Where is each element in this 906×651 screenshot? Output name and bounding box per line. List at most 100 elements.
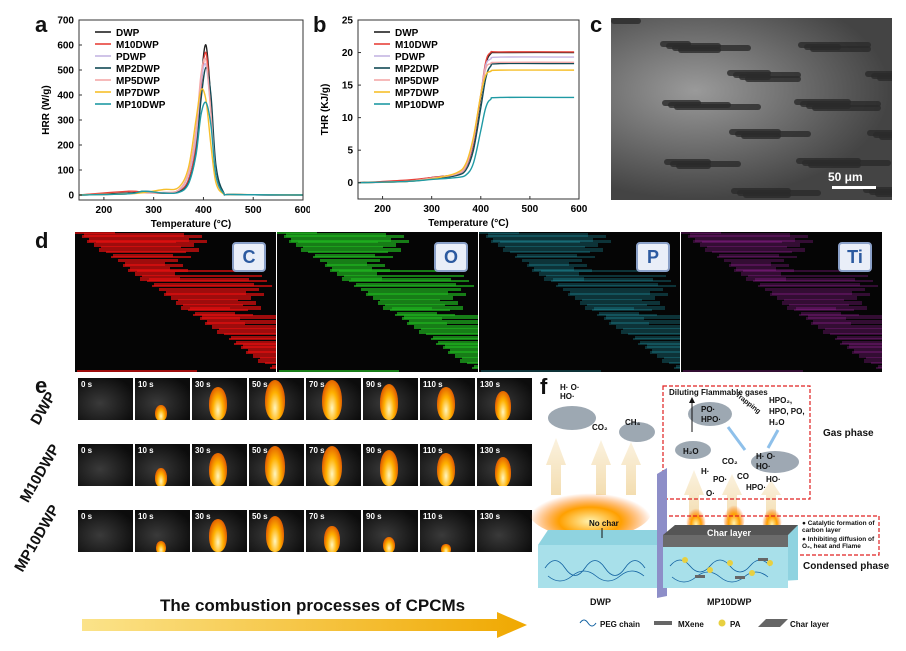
elemental-map-o: O [277, 232, 478, 372]
smoke-clouds [548, 402, 799, 473]
time-label: 90 s [366, 380, 382, 389]
radical-label: H· [701, 467, 710, 476]
combustion-photo: 0 s [78, 378, 133, 420]
combustion-photo: 110 s [420, 378, 475, 420]
time-label: 110 s [423, 446, 443, 455]
bullet-text: Catalytic formation of carbon layer [802, 520, 875, 534]
radical-label: HO· [756, 462, 771, 471]
elemental-map-c: C [75, 232, 276, 372]
radical-label: O· [706, 489, 715, 498]
y-tick-label: 200 [57, 141, 74, 152]
bullet-1: ● Catalytic formation of carbon layer [802, 520, 875, 534]
hpo-label: HPO· [701, 415, 721, 424]
legend-mxene: MXene [678, 620, 704, 629]
y-tick-label: 20 [342, 48, 354, 59]
combustion-caption: The combustion processes of CPCMs [160, 596, 466, 615]
element-badge: C [232, 242, 266, 272]
pa-particles [682, 557, 773, 576]
combustion-photo: 70 s [306, 444, 361, 486]
legend-label: M10DWP [395, 40, 438, 51]
dwp-label: DWP [590, 597, 611, 607]
row-label: M10DWP [16, 441, 64, 506]
char-layer-label: Char layer [707, 528, 752, 538]
legend-peg-chain: PEG chain [600, 620, 641, 629]
product-label: H₂O [769, 418, 785, 427]
legend-label: MP2DWP [395, 64, 439, 75]
time-label: 30 s [195, 446, 211, 455]
combustion-photo: 0 s [78, 510, 133, 552]
radical-label: HO· [766, 475, 781, 484]
panel-label-a: a [35, 12, 48, 37]
radical-label: CO₂ [722, 457, 738, 466]
sem-image [611, 18, 892, 200]
x-tick-label: 300 [145, 205, 162, 216]
time-label: 30 s [195, 380, 211, 389]
combustion-photo: 110 s [420, 510, 475, 552]
mechanism-diagram [530, 385, 880, 627]
legend-label: DWP [395, 28, 419, 39]
combustion-photo: 90 s [363, 444, 418, 486]
time-label: 0 s [81, 512, 93, 521]
plot-frame [78, 19, 304, 201]
y-tick-label: 100 [57, 166, 74, 177]
time-label: 50 s [252, 380, 268, 389]
panel-label-c: c [590, 12, 603, 37]
legend-label: MP10DWP [395, 100, 445, 111]
x-tick-label: 500 [522, 204, 539, 215]
combustion-photo: 30 s [192, 378, 247, 420]
time-label: 30 s [195, 512, 211, 521]
legend-label: MP7DWP [395, 88, 439, 99]
char-layer-icon [758, 619, 788, 627]
y-tick-label: 600 [57, 41, 74, 52]
legend-label: DWP [116, 28, 140, 39]
diluting-label: Diluting Flammable gases [669, 388, 768, 397]
series-line-mp10dwp [357, 96, 575, 184]
panel-label-d: d [35, 228, 49, 253]
time-label: 70 s [309, 380, 325, 389]
bullet-text: Inhibiting diffusion of O₂, heat and Fla… [802, 536, 875, 550]
x-tick-label: 500 [245, 205, 262, 216]
legend-label: MP2DWP [116, 64, 160, 75]
elemental-map-ti: Ti [681, 232, 882, 372]
panel-label-f: f [540, 374, 548, 399]
plot-frame [357, 19, 580, 200]
combustion-photo: 130 s [477, 510, 532, 552]
time-label: 0 s [81, 446, 93, 455]
y-tick-label: 700 [57, 16, 74, 27]
gas-phase-label: Gas phase [823, 428, 874, 439]
cloud-label: HO· [560, 392, 575, 401]
element-badge: P [636, 242, 670, 272]
radical-label: H· O· [756, 452, 776, 461]
time-label: 50 s [252, 512, 268, 521]
pa-icon [718, 619, 726, 627]
sem-scale-bar [832, 186, 876, 189]
trapping-arrow [726, 426, 747, 451]
mp10dwp-label: MP10DWP [707, 597, 752, 607]
cloud-label: H· O· [560, 383, 580, 392]
y-tick-label: 500 [57, 66, 74, 77]
y-axis-label: THR (KJ/g) [320, 84, 331, 136]
fire-icon [530, 482, 652, 538]
combustion-photo: 50 s [249, 378, 304, 420]
time-label: 110 s [423, 512, 443, 521]
no-char-label: No char [589, 519, 619, 528]
legend-pa: PA [730, 620, 741, 629]
y-tick-label: 0 [347, 178, 353, 189]
x-tick-label: 200 [96, 205, 113, 216]
combustion-photo: 90 s [363, 510, 418, 552]
x-tick-label: 300 [423, 204, 440, 215]
process-arrow [82, 612, 527, 638]
time-label: 70 s [309, 446, 325, 455]
time-label: 10 s [138, 380, 154, 389]
element-badge: O [434, 242, 468, 272]
y-tick-label: 15 [342, 81, 354, 92]
char-layer [663, 535, 788, 547]
mxene-icon [654, 621, 672, 625]
legend-label: PDWP [116, 52, 146, 63]
x-tick-label: 400 [195, 205, 212, 216]
product-label: HPO₂, [769, 396, 793, 405]
condensed-phase-label: Condensed phase [803, 561, 890, 572]
combustion-photo: 50 s [249, 510, 304, 552]
y-tick-label: 5 [347, 146, 353, 157]
